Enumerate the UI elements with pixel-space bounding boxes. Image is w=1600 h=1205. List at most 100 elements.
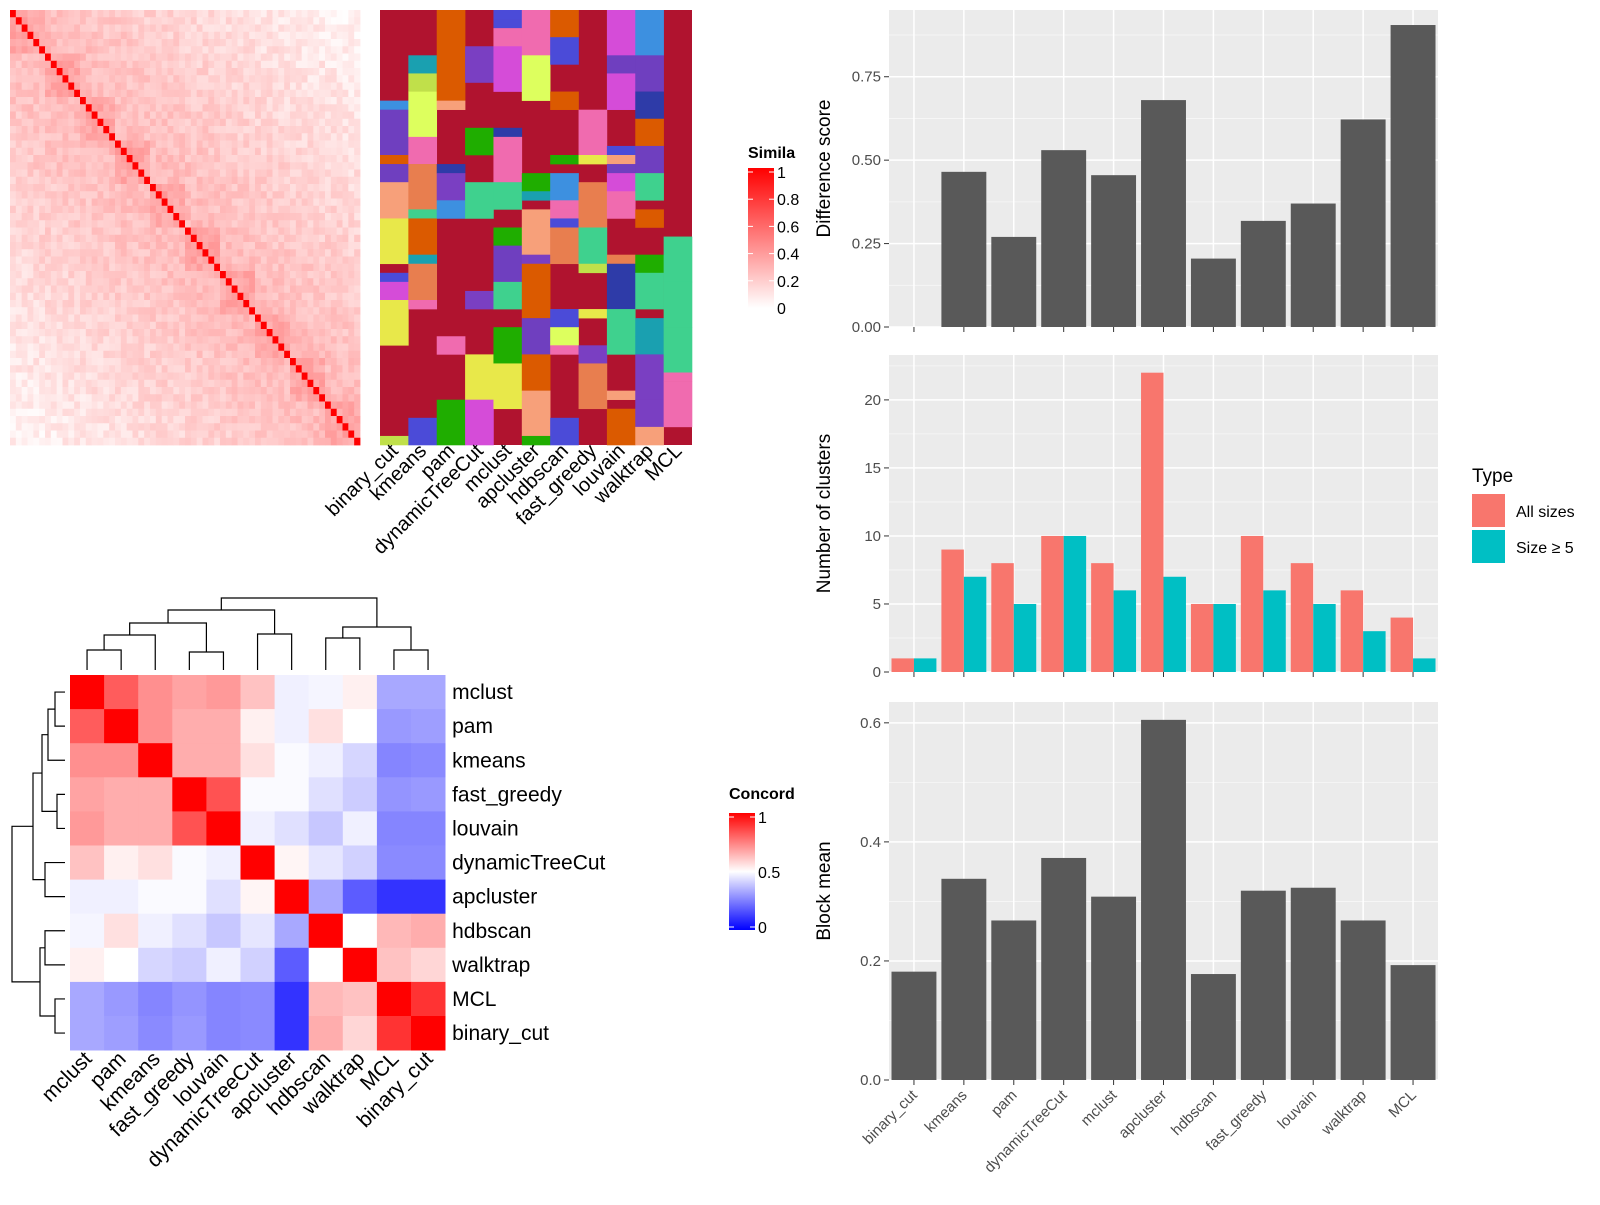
similarity-cell [330, 111, 338, 120]
similarity-cell [56, 147, 63, 156]
membership-cell [550, 345, 579, 355]
membership-cell [493, 136, 523, 183]
similarity-cell [225, 39, 233, 47]
similarity-cell [126, 118, 133, 127]
similarity-cell [74, 365, 81, 373]
similarity-cell [91, 242, 98, 250]
similarity-cell [278, 220, 285, 228]
membership-cell [380, 109, 409, 156]
similarity-cell [290, 408, 297, 417]
similarity-cell [202, 140, 209, 149]
similarity-cell [150, 82, 157, 91]
legend-label-all-sizes: All sizes [1516, 504, 1575, 521]
similarity-cell [109, 350, 116, 359]
similarity-cell [284, 408, 291, 417]
similarity-cell [237, 437, 244, 446]
similarity-cell [266, 17, 273, 25]
similarity-cell [249, 256, 256, 265]
similarity-cell [120, 401, 128, 410]
similarity-cell [56, 401, 63, 410]
similarity-cell [208, 104, 215, 112]
similarity-cell [56, 350, 63, 359]
similarity-cell [33, 155, 40, 163]
similarity-cell [348, 292, 355, 301]
similarity-cell [33, 118, 40, 127]
similarity-cell [225, 191, 233, 199]
concordance-row-label: kmeans [452, 749, 526, 772]
similarity-cell [208, 234, 215, 243]
similarity-cell [330, 198, 338, 207]
similarity-cell [150, 292, 157, 301]
similarity-cell [150, 111, 157, 120]
similarity-cell [266, 321, 273, 330]
similarity-cell [348, 39, 355, 47]
similarity-cell [115, 162, 122, 170]
similarity-cell [144, 430, 151, 439]
similarity-cell [68, 118, 75, 127]
similarity-cell [21, 365, 28, 373]
similarity-cell [202, 213, 209, 221]
bar-size-ge-5 [1063, 535, 1087, 672]
similarity-cell [255, 372, 262, 381]
similarity-cell [342, 372, 349, 381]
similarity-cell [319, 97, 326, 105]
similarity-cell [190, 307, 198, 315]
similarity-cell [21, 126, 28, 134]
similarity-cell [325, 263, 332, 272]
similarity-cell [313, 82, 320, 91]
similarity-cell [27, 39, 34, 47]
similarity-cell [284, 169, 291, 178]
similarity-cell [278, 263, 285, 272]
similarity-cell [155, 213, 163, 221]
similarity-cell [15, 104, 23, 112]
similarity-cell [50, 24, 58, 33]
similarity-cell [97, 155, 104, 163]
similarity-cell [348, 68, 355, 76]
similarity-cell [336, 184, 343, 192]
similarity-cell [214, 256, 221, 265]
similarity-cell [237, 220, 244, 228]
similarity-cell [161, 379, 168, 388]
similarity-cell [21, 321, 28, 330]
concordance-cell [70, 947, 105, 983]
concordance-cell [104, 947, 139, 983]
similarity-cell [319, 263, 326, 272]
similarity-cell [196, 423, 203, 431]
similarity-cell [126, 133, 133, 141]
similarity-cell [126, 155, 133, 163]
similarity-cell [144, 256, 151, 265]
similarity-cell [144, 227, 151, 236]
similarity-cell [21, 249, 28, 257]
concordance-cell [104, 913, 139, 949]
similarity-cell [336, 300, 343, 308]
similarity-cell [132, 60, 139, 69]
similarity-cell [97, 314, 104, 323]
similarity-cell [39, 379, 46, 388]
similarity-legend-tick: 0.6 [777, 219, 799, 236]
similarity-cell [231, 242, 238, 250]
similarity-cell [179, 169, 186, 178]
similarity-cell [138, 314, 145, 323]
similarity-cell [260, 408, 268, 417]
similarity-cell [260, 300, 268, 308]
similarity-cell [260, 437, 268, 446]
similarity-cell [138, 191, 145, 199]
membership-cell [550, 200, 579, 210]
similarity-cell [161, 184, 168, 192]
similarity-cell [10, 249, 17, 257]
similarity-cell [50, 336, 58, 344]
similarity-cell [85, 97, 93, 105]
similarity-cell [39, 147, 46, 156]
similarity-cell [348, 401, 355, 410]
similarity-cell [354, 379, 361, 388]
similarity-cell [115, 118, 122, 127]
similarity-cell [10, 387, 17, 395]
similarity-cell [220, 82, 227, 91]
similarity-cell [62, 75, 69, 83]
similarity-cell [342, 350, 349, 359]
concordance-cell [104, 811, 139, 846]
similarity-cell [85, 307, 93, 315]
similarity-cell [325, 60, 332, 69]
similarity-cell [313, 365, 320, 373]
